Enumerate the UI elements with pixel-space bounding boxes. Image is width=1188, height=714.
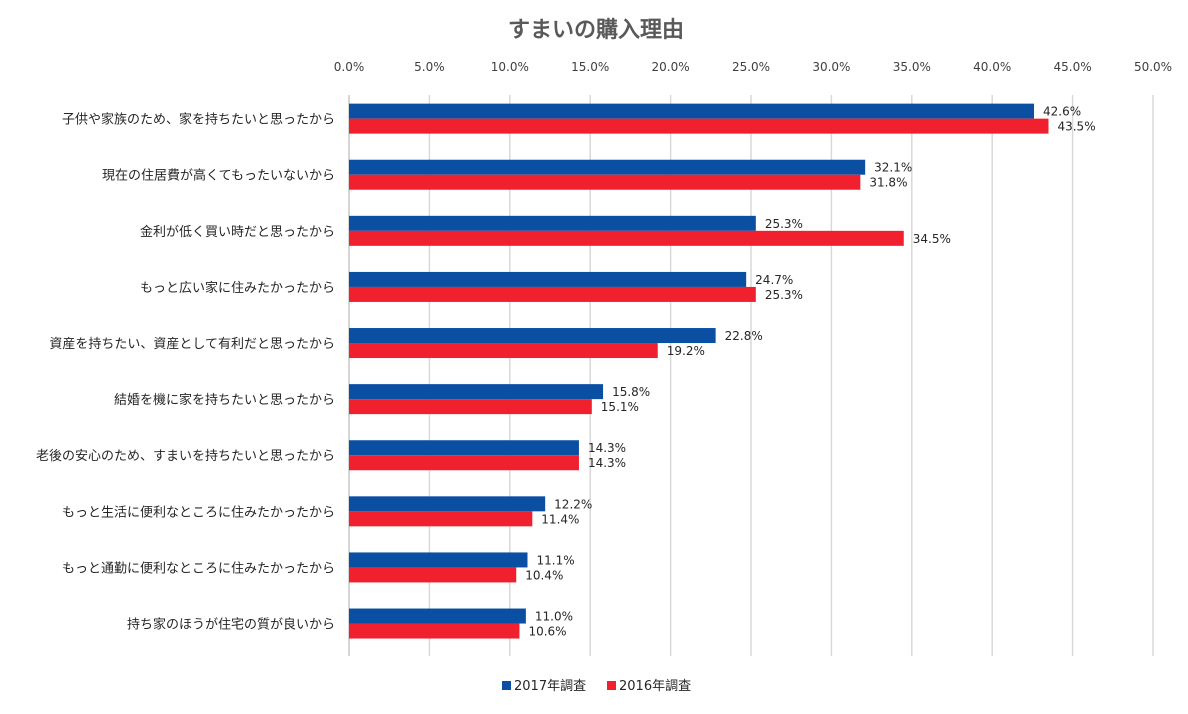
bar-2017 <box>349 159 866 175</box>
category-label: 子供や家族のため、家を持ちたいと思ったから <box>62 112 335 128</box>
bar-2017 <box>349 552 528 568</box>
x-tick-label: 25.0% <box>732 60 770 74</box>
x-tick-label: 5.0% <box>414 60 445 74</box>
x-tick-label: 10.0% <box>491 60 529 74</box>
category-label: もっと広い家に住みたかったから <box>140 280 335 296</box>
legend-label: 2017年調査 <box>514 679 586 694</box>
x-tick-label: 0.0% <box>334 60 365 74</box>
legend-swatch <box>502 681 511 690</box>
bar-2017 <box>349 608 526 624</box>
data-label: 11.0% <box>535 610 573 624</box>
data-label: 24.7% <box>755 273 793 287</box>
data-label: 22.8% <box>725 329 763 343</box>
data-label: 25.3% <box>765 217 803 231</box>
data-labels: 42.6%43.5%32.1%31.8%25.3%34.5%24.7%25.3%… <box>525 105 1095 639</box>
bar-2017 <box>349 103 1035 119</box>
category-label: 老後の安心のため、すまいを持ちたいと思ったから <box>36 449 335 464</box>
category-label: 資産を持ちたい、資産として有利だと思ったから <box>49 336 335 352</box>
bar-2017 <box>349 215 756 231</box>
category-label: 結婚を機に家を持ちたいと思ったから <box>114 392 335 408</box>
data-label: 34.5% <box>913 232 951 246</box>
legend-label: 2016年調査 <box>619 679 691 694</box>
x-tick-label: 15.0% <box>571 60 609 74</box>
bar-2017 <box>349 328 716 344</box>
category-label: もっと通勤に便利なところに住みたかったから <box>62 561 335 576</box>
category-label: 持ち家のほうが住宅の質が良いから <box>127 617 335 633</box>
bar-2016 <box>349 286 756 302</box>
data-label: 12.2% <box>554 497 592 511</box>
data-label: 15.8% <box>612 385 650 399</box>
data-label: 31.8% <box>869 176 907 190</box>
bars <box>349 103 1049 639</box>
x-tick-label: 50.0% <box>1134 60 1172 74</box>
legend: 2017年調査 2016年調査 <box>502 679 691 694</box>
x-tick-label: 20.0% <box>652 60 690 74</box>
bar-2016 <box>349 399 592 415</box>
data-label: 10.4% <box>525 568 563 582</box>
bar-2016 <box>349 174 861 190</box>
bar-2017 <box>349 496 546 512</box>
data-label: 11.4% <box>541 512 579 526</box>
x-tick-label: 30.0% <box>812 60 850 74</box>
bar-2016 <box>349 230 904 246</box>
category-label: もっと生活に便利なところに住みたかったから <box>62 505 335 520</box>
bar-2016 <box>349 455 579 471</box>
bar-2017 <box>349 384 604 400</box>
data-label: 19.2% <box>667 344 705 358</box>
bar-2016 <box>349 623 520 639</box>
data-label: 32.1% <box>874 161 912 175</box>
bar-2016 <box>349 567 517 583</box>
data-label: 15.1% <box>601 400 639 414</box>
bar-2016 <box>349 343 658 359</box>
data-label: 14.3% <box>588 441 626 455</box>
data-label: 11.1% <box>536 553 574 567</box>
data-label: 14.3% <box>588 456 626 470</box>
category-label: 現在の住居費が高くてもったいないから <box>102 168 335 184</box>
data-label: 25.3% <box>765 288 803 302</box>
bar-2017 <box>349 440 579 456</box>
bar-2017 <box>349 271 747 287</box>
x-axis-ticks: 0.0% 5.0% 10.0% 15.0% 20.0% 25.0% 30.0% 35.0% 40… <box>334 60 1172 74</box>
chart-title: すまいの購入理由 <box>508 18 684 43</box>
data-label: 42.6% <box>1043 105 1081 119</box>
data-label: 10.6% <box>528 625 566 639</box>
category-label: 金利が低く買い時だと思ったから <box>140 224 335 240</box>
bar-2016 <box>349 118 1049 134</box>
x-tick-label: 45.0% <box>1054 60 1092 74</box>
bar-2016 <box>349 511 533 527</box>
x-tick-label: 40.0% <box>973 60 1011 74</box>
category-labels: 子供や家族のため、家を持ちたいと思ったから現在の住居費が高くてもったいないから金… <box>36 112 335 633</box>
data-label: 43.5% <box>1057 120 1095 134</box>
x-tick-label: 35.0% <box>893 60 931 74</box>
legend-swatch <box>607 681 616 690</box>
